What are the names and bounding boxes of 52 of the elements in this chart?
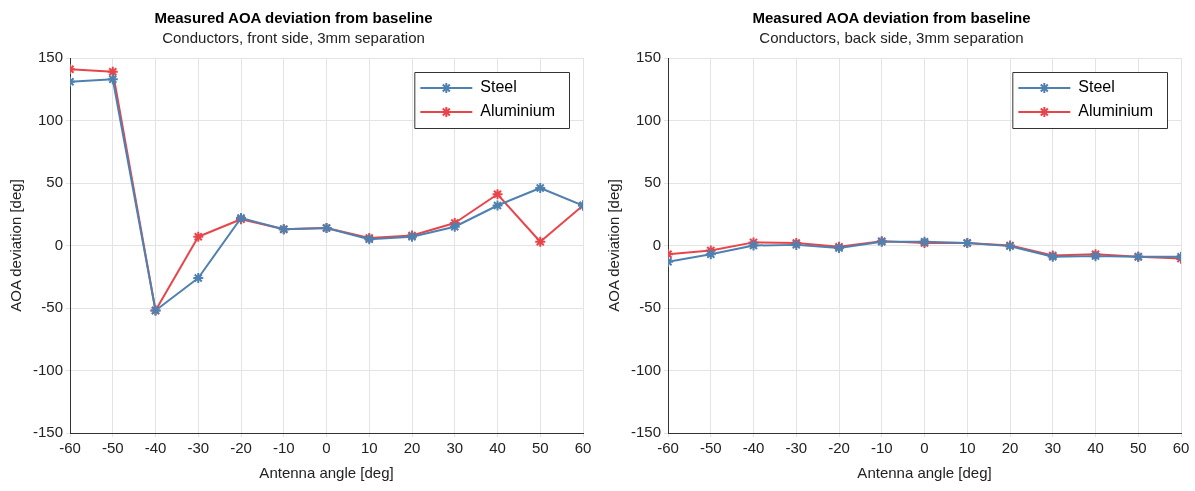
x-tick-label: 40: [1087, 439, 1104, 457]
x-axis-title: Antenna angle [deg]: [857, 464, 992, 482]
y-tick-label: -100: [630, 360, 662, 378]
x-tick-label: 30: [446, 439, 464, 457]
x-tick-label: 50: [1129, 439, 1147, 457]
y-tick-label: -100: [32, 360, 64, 378]
chart-subtitle: Conductors, back side, 3mm separation: [759, 29, 1024, 47]
x-tick-label: -50: [699, 439, 722, 457]
x-tick-label: -20: [230, 439, 252, 457]
y-tick-label: 50: [644, 173, 662, 191]
x-tick-label: -40: [742, 439, 765, 457]
y-tick-label: 150: [37, 48, 64, 66]
x-tick-label: 30: [1044, 439, 1062, 457]
x-tick-label: 40: [489, 439, 506, 457]
y-tick-label: 150: [635, 48, 662, 66]
x-tick-label: -10: [870, 439, 893, 457]
y-tick-label: -150: [32, 423, 64, 441]
y-tick-label: 50: [46, 173, 64, 191]
x-tick-label: 0: [920, 439, 929, 457]
x-tick-label: -10: [272, 439, 295, 457]
x-tick-label: -30: [785, 439, 808, 457]
x-tick-label: -60: [59, 439, 81, 457]
x-tick-label: -50: [101, 439, 124, 457]
y-axis-title: AOA deviation [deg]: [605, 179, 623, 312]
legend-label: Aluminium: [480, 102, 555, 120]
x-tick-label: -40: [144, 439, 167, 457]
y-axis-title: AOA deviation [deg]: [7, 179, 25, 312]
y-tick-label: -50: [639, 298, 662, 316]
legend-label: Steel: [1078, 78, 1115, 96]
y-tick-label: 100: [635, 110, 662, 128]
x-tick-label: 50: [531, 439, 549, 457]
x-tick-label: -20: [828, 439, 850, 457]
x-tick-label: 60: [1172, 439, 1190, 457]
y-tick-label: -150: [630, 423, 662, 441]
chart-subtitle: Conductors, front side, 3mm separation: [162, 29, 425, 47]
legend-label: Aluminium: [1078, 102, 1153, 120]
y-tick-label: 0: [652, 235, 662, 253]
x-tick-label: -30: [187, 439, 210, 457]
x-tick-label: 10: [360, 439, 378, 457]
x-axis-title: Antenna angle [deg]: [259, 464, 394, 482]
x-tick-label: 10: [958, 439, 976, 457]
chart-title: Measured AOA deviation from baseline: [154, 9, 433, 27]
legend-label: Steel: [480, 78, 517, 96]
y-tick-label: 100: [37, 110, 64, 128]
chart-title: Measured AOA deviation from baseline: [752, 9, 1031, 27]
x-tick-label: 20: [403, 439, 421, 457]
x-tick-label: 0: [322, 439, 331, 457]
y-tick-label: 0: [54, 235, 64, 253]
x-tick-label: 60: [574, 439, 592, 457]
y-tick-label: -50: [41, 298, 64, 316]
x-tick-label: -60: [657, 439, 679, 457]
x-tick-label: 20: [1001, 439, 1019, 457]
